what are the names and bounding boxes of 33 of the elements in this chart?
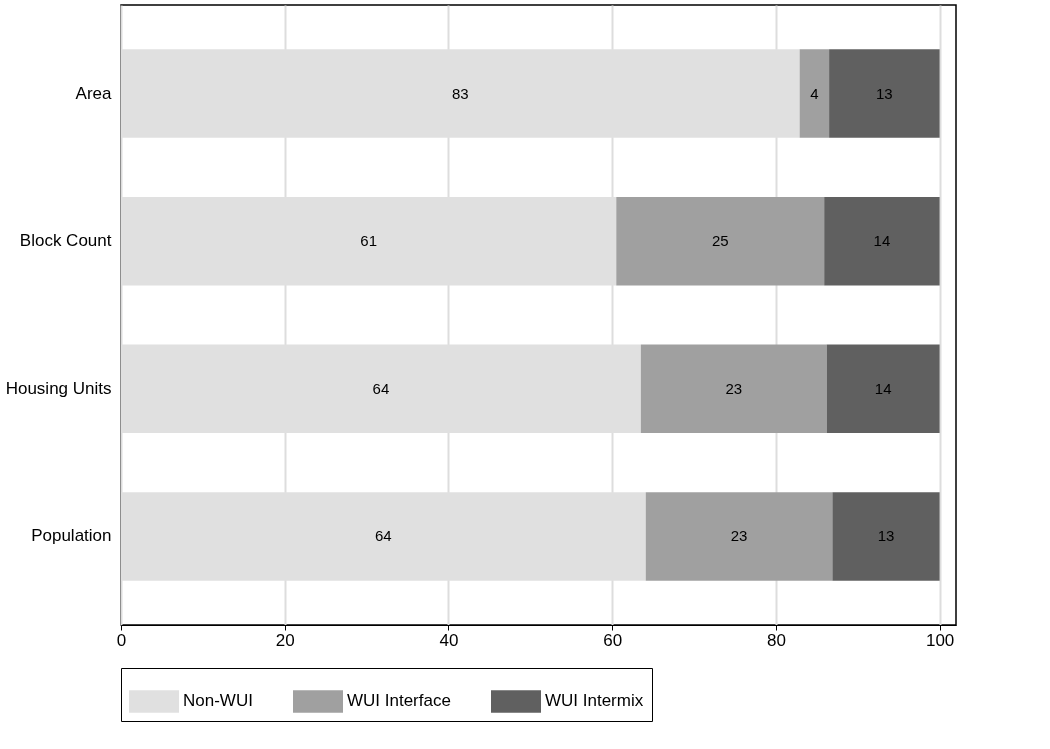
x-tick-label: 100 (925, 630, 955, 650)
data-label: 14 (874, 379, 892, 397)
data-label: 25 (711, 232, 729, 250)
bar (826, 344, 940, 434)
data-label: 14 (873, 232, 891, 250)
y-tick-label: Block Count (19, 231, 112, 251)
y-tick-label: Housing Units (5, 378, 112, 398)
data-label: 83 (451, 84, 469, 102)
data-label: 23 (725, 379, 743, 397)
legend-label: WUI Interface (347, 691, 451, 711)
data-label: 61 (360, 232, 377, 250)
x-tick-label: 60 (603, 630, 623, 650)
x-tick-label: 20 (275, 630, 295, 650)
bar (832, 492, 940, 581)
x-tick-label: 80 (766, 630, 786, 650)
data-label: 13 (876, 84, 893, 102)
x-tick-label: 40 (439, 630, 459, 650)
bar (645, 492, 833, 581)
bar (824, 196, 940, 286)
bar (829, 49, 940, 138)
x-tick-label: 0 (116, 630, 127, 650)
legend-label: Non-WUI (183, 691, 253, 711)
data-label: 23 (730, 527, 748, 545)
data-label: 64 (372, 379, 390, 397)
y-tick-label: Area (75, 83, 113, 103)
bar (640, 344, 827, 434)
data-label: 13 (877, 527, 895, 545)
data-label: 64 (375, 527, 392, 545)
y-tick-label: Population (31, 526, 112, 546)
bar (799, 49, 830, 138)
bar (616, 196, 825, 286)
data-label: 4 (810, 84, 819, 102)
legend-label: WUI Intermix (545, 691, 644, 711)
